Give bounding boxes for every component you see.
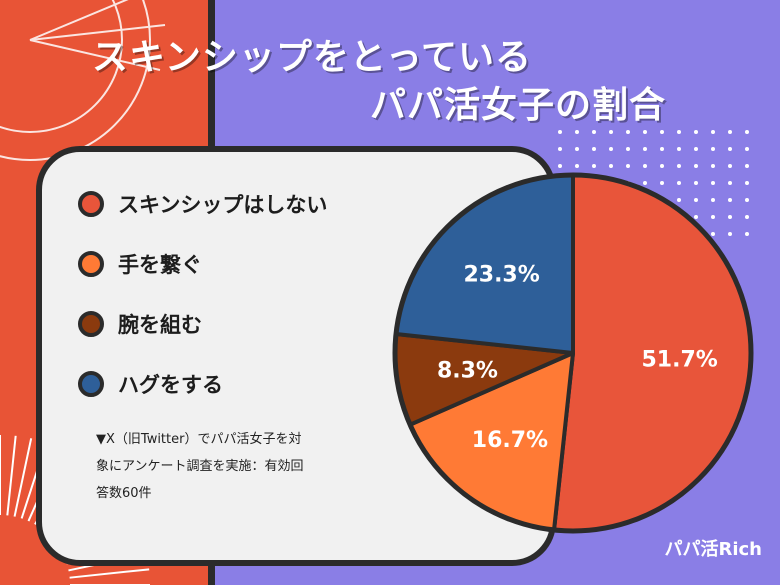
decor-dot: [694, 147, 698, 151]
decor-dot: [643, 181, 647, 185]
decor-dot: [711, 181, 715, 185]
legend-label: 腕を組む: [118, 313, 202, 337]
decor-dot: [575, 147, 579, 151]
decor-dot: [592, 164, 596, 168]
decor-ray: [69, 568, 150, 579]
decor-dot: [660, 164, 664, 168]
decor-dot: [677, 198, 681, 202]
decor-ray: [13, 438, 33, 517]
circle-lines-decoration: [0, 0, 166, 161]
decor-dot: [711, 130, 715, 134]
decor-dot: [558, 147, 562, 151]
legend-swatch: [78, 251, 104, 277]
decor-dot: [711, 232, 715, 236]
legend-swatch: [78, 371, 104, 397]
decor-dot: [609, 164, 613, 168]
decor-dot: [643, 147, 647, 151]
decor-dot: [711, 147, 715, 151]
brand-logo-text: パパ活Rich: [664, 539, 762, 560]
pie-chart: 51.7% 16.7% 8.3% 23.3%: [392, 172, 754, 534]
decor-dot: [592, 147, 596, 151]
decor-dot: [626, 147, 630, 151]
decor-dot: [728, 215, 732, 219]
decor-dot: [592, 130, 596, 134]
decor-dot: [728, 147, 732, 151]
decor-dot: [575, 164, 579, 168]
legend-item: 腕を組む: [78, 306, 327, 342]
survey-note-line: ▼X（旧Twitter）でパパ活女子を対: [96, 432, 302, 447]
decor-dot: [745, 198, 749, 202]
decor-dot: [745, 215, 749, 219]
decor-dot: [745, 147, 749, 151]
pie-outline: [392, 172, 754, 534]
decor-dot: [660, 130, 664, 134]
legend-label: 手を繋ぐ: [118, 253, 202, 277]
decor-dot: [711, 215, 715, 219]
decor-dot: [558, 164, 562, 168]
pie-data-label: 23.3%: [463, 263, 539, 288]
survey-note: ▼X（旧Twitter）でパパ活女子を対 象にアンケート調査を実施：有効回 答数…: [96, 426, 396, 507]
legend-swatch: [78, 311, 104, 337]
decor-dot: [728, 164, 732, 168]
legend: スキンシップはしない 手を繋ぐ 腕を組む ハグをする: [78, 186, 327, 426]
decor-dot: [575, 130, 579, 134]
decor-dot: [728, 130, 732, 134]
decor-dot: [643, 130, 647, 134]
decor-dot: [626, 164, 630, 168]
pie-data-label: 51.7%: [641, 348, 717, 373]
legend-item: 手を繋ぐ: [78, 246, 327, 282]
decor-dot: [745, 164, 749, 168]
decor-dot: [694, 198, 698, 202]
decor-dot: [609, 147, 613, 151]
decor-dot: [728, 198, 732, 202]
decor-dot: [660, 147, 664, 151]
decor-dot: [643, 164, 647, 168]
legend-label: ハグをする: [118, 373, 223, 397]
survey-note-line: 象にアンケート調査を実施：有効回: [96, 459, 304, 474]
decor-dot: [745, 232, 749, 236]
pie-data-label: 8.3%: [437, 358, 498, 383]
decor-dot: [677, 181, 681, 185]
decor-dot: [745, 130, 749, 134]
decor-dot: [677, 164, 681, 168]
pie-data-label: 16.7%: [472, 428, 548, 453]
decor-dot: [694, 164, 698, 168]
decor-dot: [694, 130, 698, 134]
decor-dot: [711, 198, 715, 202]
decor-dot: [728, 232, 732, 236]
decor-dot: [677, 147, 681, 151]
legend-item: ハグをする: [78, 366, 327, 402]
decor-dot: [660, 181, 664, 185]
survey-note-line: 答数60件: [96, 486, 152, 501]
decor-ray: [6, 435, 17, 516]
legend-swatch: [78, 191, 104, 217]
title-line-1: スキンシップをとっている: [92, 37, 533, 78]
decor-dot: [626, 130, 630, 134]
decor-dot: [694, 181, 698, 185]
decor-dot: [677, 130, 681, 134]
decor-dot: [609, 130, 613, 134]
legend-label: スキンシップはしない: [118, 193, 328, 217]
decor-dot: [558, 130, 562, 134]
decor-dot: [694, 215, 698, 219]
decor-dot: [728, 181, 732, 185]
decor-dot: [745, 181, 749, 185]
legend-item: スキンシップはしない: [78, 186, 327, 222]
decor-dot: [711, 164, 715, 168]
title-line-2: パパ活女子の割合: [370, 85, 667, 126]
